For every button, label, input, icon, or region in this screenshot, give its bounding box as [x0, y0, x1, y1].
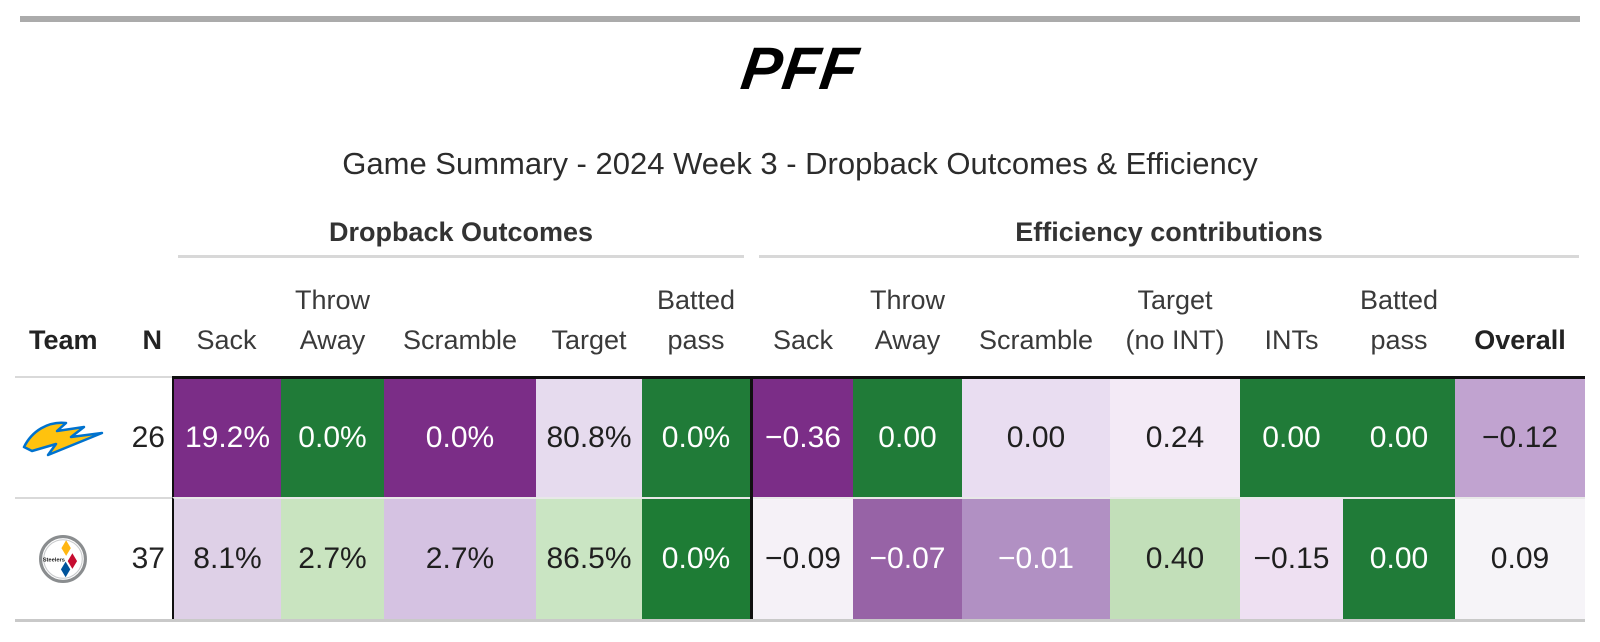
- table-body: 26 19.2% 0.0% 0.0% 80.8% 0.0% −0.36 0.00…: [15, 376, 1585, 622]
- cell-r1-eff-batted-pass: 0.00: [1343, 376, 1455, 497]
- colhead-dropback-throw-away: Throw Away: [294, 285, 370, 355]
- cell-r2-dropback-batted-pass: 0.0%: [642, 497, 750, 619]
- colhead-eff-scramble: Scramble: [978, 325, 1094, 355]
- group-header-row: Dropback Outcomes Efficiency contributio…: [15, 200, 1585, 252]
- underline-dropback: [178, 255, 744, 258]
- cell-r1-dropback-target: 80.8%: [536, 376, 642, 497]
- cell-r2-eff-sack: −0.09: [753, 497, 853, 619]
- colhead-dropback-sack: Sack: [196, 325, 257, 355]
- cell-r1-eff-ints: 0.00: [1240, 376, 1343, 497]
- cell-r2-overall: 0.09: [1455, 497, 1585, 619]
- cell-r1-eff-sack: −0.36: [753, 376, 853, 497]
- colhead-dropback-target: Target: [551, 325, 627, 355]
- colhead-eff-target-no-int: Target (no INT): [1125, 285, 1225, 355]
- colhead-eff-sack: Sack: [772, 325, 834, 355]
- cell-r2-eff-ints: −0.15: [1240, 497, 1343, 619]
- page-title: Game Summary - 2024 Week 3 - Dropback Ou…: [342, 146, 1258, 181]
- colhead-eff-throw-away: Throw Away: [869, 285, 945, 355]
- pff-logo: PFF: [0, 34, 1600, 103]
- cell-r2-dropback-throw-away: 2.7%: [281, 497, 384, 619]
- colhead-n: N: [142, 325, 163, 355]
- underline-efficiency: [759, 255, 1579, 258]
- group-divider-line: [750, 376, 753, 619]
- cell-r1-dropback-throw-away: 0.0%: [281, 376, 384, 497]
- group-header-dropback: Dropback Outcomes: [328, 217, 594, 247]
- cell-r2-dropback-scramble: 2.7%: [384, 497, 536, 619]
- n-cell: 37: [110, 497, 172, 619]
- cell-r2-eff-throw-away: −0.07: [853, 497, 962, 619]
- pff-logo-text: PFF: [737, 35, 863, 102]
- team-cell-chargers: [15, 376, 110, 497]
- cell-r1-dropback-sack: 19.2%: [172, 376, 281, 497]
- cell-r2-dropback-target: 86.5%: [536, 497, 642, 619]
- cell-r2-eff-scramble: −0.01: [962, 497, 1110, 619]
- group-underline-row: [15, 252, 1585, 262]
- cell-r2-eff-batted-pass: 0.00: [1343, 497, 1455, 619]
- cell-r1-dropback-scramble: 0.0%: [384, 376, 536, 497]
- cell-r2-dropback-sack: 8.1%: [172, 497, 281, 619]
- cell-r2-eff-target-no-int: 0.40: [1110, 497, 1240, 619]
- column-header-row: Team N Sack Throw Away Scramble Target Ba…: [15, 262, 1585, 376]
- cell-r1-overall: −0.12: [1455, 376, 1585, 497]
- colhead-team: Team: [29, 325, 98, 355]
- n-cell: 26: [110, 376, 172, 497]
- colhead-dropback-scramble: Scramble: [402, 325, 518, 355]
- top-divider-bar: [20, 16, 1580, 22]
- cell-r1-eff-target-no-int: 0.24: [1110, 376, 1240, 497]
- colhead-overall: Overall: [1474, 325, 1566, 355]
- group-header-efficiency: Efficiency contributions: [1015, 217, 1323, 247]
- svg-text:Steelers: Steelers: [42, 558, 64, 564]
- cell-r1-eff-scramble: 0.00: [962, 376, 1110, 497]
- colhead-eff-batted-pass: Batted pass: [1359, 285, 1439, 355]
- colhead-dropback-batted-pass: Batted pass: [656, 285, 736, 355]
- stats-table: Dropback Outcomes Efficiency contributio…: [15, 200, 1585, 622]
- chargers-logo-icon: [22, 421, 103, 456]
- cell-r1-dropback-batted-pass: 0.0%: [642, 376, 750, 497]
- steelers-logo-icon: Steelers: [38, 535, 87, 583]
- team-cell-steelers: Steelers: [15, 497, 110, 619]
- cell-r1-eff-throw-away: 0.00: [853, 376, 962, 497]
- colhead-eff-ints: INTs: [1264, 325, 1319, 355]
